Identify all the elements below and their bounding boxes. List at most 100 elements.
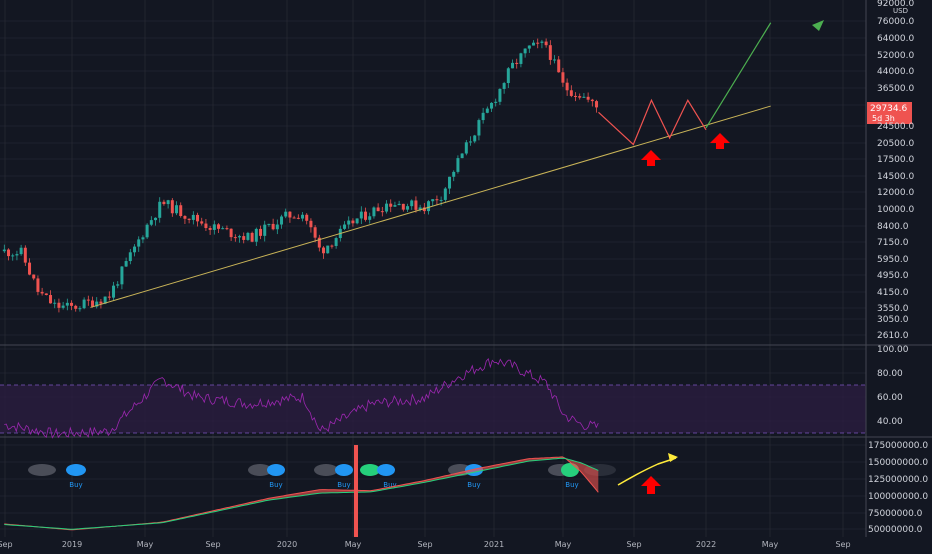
price-tick: 3550.0 <box>877 304 909 314</box>
buy-label: Buy <box>337 481 350 489</box>
candle-body <box>11 255 15 257</box>
candle-body <box>57 302 61 308</box>
candle-body <box>322 247 326 254</box>
candle-body <box>506 68 510 84</box>
candle-body <box>175 205 179 214</box>
candle-body <box>469 141 473 143</box>
price-tick: 76000.0 <box>877 17 914 27</box>
ma-axis[interactable]: 175000000.0 150000000.0 125000000.0 1000… <box>868 441 928 535</box>
candle-body <box>590 99 594 102</box>
candle-body <box>120 266 124 285</box>
candle-body <box>389 203 393 207</box>
candle-body <box>326 245 330 254</box>
candle-body <box>149 220 153 225</box>
candle-body <box>275 224 279 230</box>
projection-path[interactable] <box>598 98 707 146</box>
candle-body <box>229 228 233 238</box>
candle-body <box>179 205 183 217</box>
candle-body <box>107 296 111 298</box>
signal-bubble <box>314 464 338 476</box>
time-label: Sep <box>417 540 432 549</box>
candle-body <box>309 220 313 228</box>
red-up-arrow-icon <box>641 476 661 494</box>
candle-body <box>397 203 401 206</box>
candle-body <box>481 112 485 121</box>
ma-tick: 100000000.0 <box>868 492 928 502</box>
ma-tick: 125000000.0 <box>868 475 928 485</box>
time-label: 2020 <box>277 540 297 549</box>
candle-body <box>254 228 258 242</box>
buy-label: Buy <box>69 481 82 489</box>
candle-body <box>565 82 569 91</box>
candle-body <box>343 224 347 229</box>
projection-arrow[interactable] <box>705 22 772 129</box>
candle-body <box>191 214 195 220</box>
price-tick: 8400.0 <box>877 222 909 232</box>
candle-body <box>485 108 489 113</box>
time-label: Sep <box>0 540 13 549</box>
candle-body <box>70 302 74 306</box>
candle-body <box>460 153 464 159</box>
candle-body <box>259 228 263 236</box>
candle-body <box>242 236 246 240</box>
currency-label: USD <box>893 7 908 15</box>
candle-body <box>347 220 351 225</box>
candle-body <box>36 278 40 292</box>
candle-body <box>532 42 536 46</box>
candle-body <box>406 206 410 210</box>
candle-body <box>330 245 334 247</box>
price-tick: 5950.0 <box>877 255 909 265</box>
buy-label: Buy <box>565 481 578 489</box>
candle-body <box>385 203 389 212</box>
signal-bubble <box>267 464 285 476</box>
candle-body <box>212 224 216 230</box>
candle-body <box>49 295 53 304</box>
ma-tick: 75000000.0 <box>868 509 923 519</box>
candle-body <box>137 239 141 247</box>
time-label: 2022 <box>696 540 716 549</box>
time-axis[interactable]: Sep 2019 May Sep 2020 May Sep 2021 May S… <box>0 540 851 549</box>
candle-body <box>91 300 95 307</box>
signal-bubble <box>335 464 353 476</box>
candle-body <box>133 246 137 253</box>
candle-body <box>452 171 456 177</box>
candle-body <box>221 228 225 230</box>
candle-body <box>548 45 552 60</box>
projection-arrowhead-icon <box>812 20 824 31</box>
candle-body <box>494 101 498 103</box>
rsi-tick: 60.00 <box>877 393 903 403</box>
candle-body <box>351 220 355 224</box>
candle-body <box>536 42 540 44</box>
candle-body <box>334 238 338 246</box>
candle-body <box>128 252 132 262</box>
candle-body <box>515 62 519 64</box>
candle-body <box>519 53 523 64</box>
candle-body <box>86 299 90 301</box>
candle-body <box>200 221 204 224</box>
candle-body <box>196 214 200 222</box>
candle-body <box>401 203 405 210</box>
candle-body <box>112 285 116 298</box>
trendline[interactable] <box>90 105 771 308</box>
candle-body <box>250 232 254 242</box>
time-label: May <box>555 540 572 549</box>
candle-body <box>410 200 414 207</box>
candle-body <box>40 291 44 294</box>
candle-body <box>145 224 149 238</box>
buy-label: Buy <box>467 481 480 489</box>
candle-body <box>166 200 170 205</box>
last-price-label: 29734.6 <box>870 104 907 114</box>
candle-body <box>317 237 321 248</box>
rsi-tick: 100.00 <box>877 345 909 355</box>
rsi-axis[interactable]: 100.00 80.00 60.00 40.00 <box>877 345 909 427</box>
time-cursor-marker[interactable] <box>354 445 358 537</box>
candle-body <box>355 218 359 224</box>
candle-body <box>61 305 65 308</box>
candle-body <box>582 96 586 98</box>
candle-body <box>19 247 23 255</box>
candle-body <box>263 224 267 236</box>
price-axis[interactable]: 92000.0 USD 76000.0 64000.0 52000.0 4400… <box>867 0 914 341</box>
price-tick: 17500.0 <box>877 155 914 165</box>
